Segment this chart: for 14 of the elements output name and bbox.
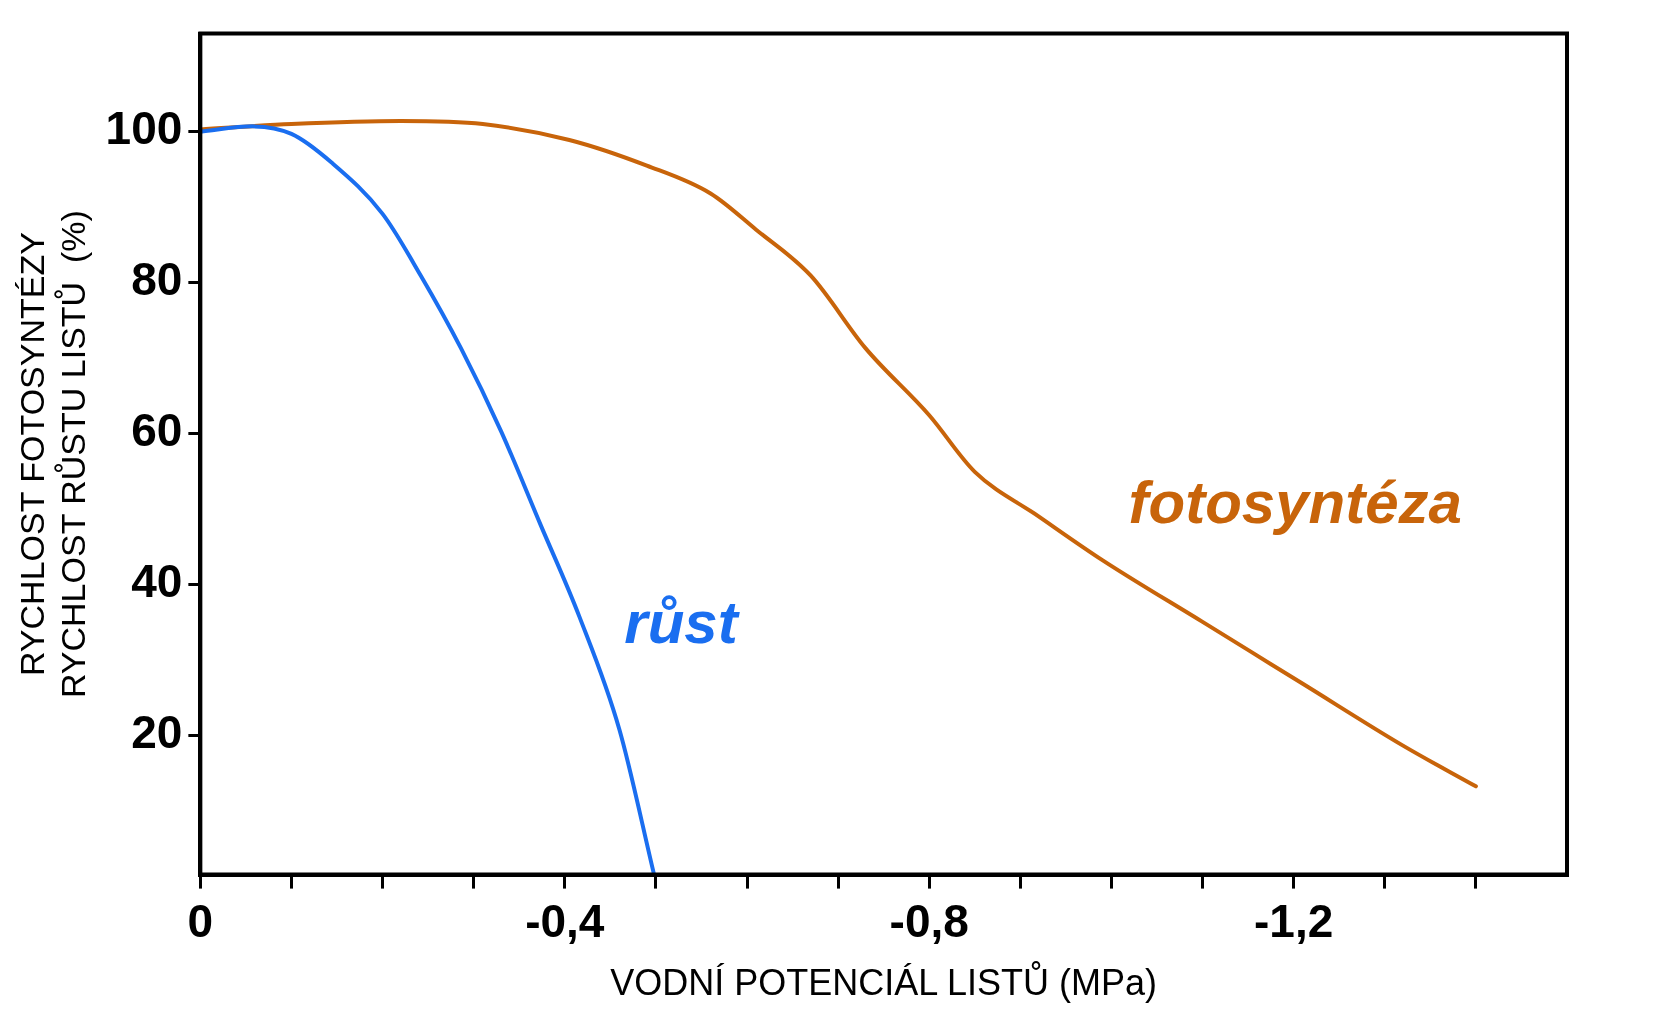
x-tick-label: -0,8 — [889, 894, 969, 947]
series-label: růst — [624, 589, 741, 657]
y-tick-label: 60 — [131, 404, 183, 457]
y-tick-label: 40 — [131, 554, 183, 607]
x-tick-label: -0,4 — [525, 894, 605, 947]
y-tick-label: 100 — [105, 102, 183, 155]
y-tick-label: 20 — [131, 705, 183, 758]
x-tick-label: 0 — [187, 894, 214, 947]
y-axis-title: RYCHLOST FOTOSYNTÉZY RYCHLOST RŮSTU LISTŮ (%) — [12, 210, 92, 699]
line-series — [200, 119, 1478, 789]
y-tick-label: 80 — [131, 253, 183, 306]
series-label: fotosyntéza — [1128, 468, 1462, 536]
x-tick-label: -1,2 — [1254, 894, 1334, 947]
x-axis-title: VODNÍ POTENCIÁL LISTŮ (MPa) — [610, 961, 1158, 1004]
